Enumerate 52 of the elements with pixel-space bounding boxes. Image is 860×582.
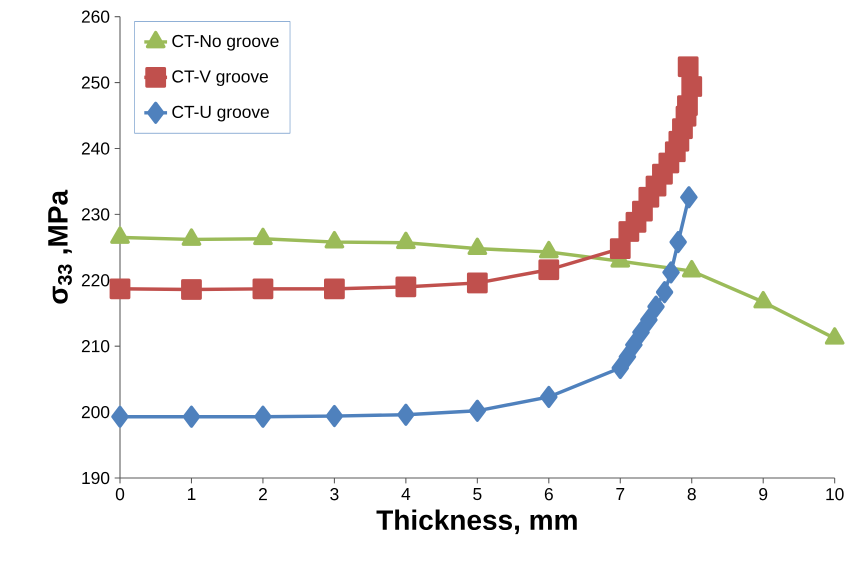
- point: [324, 278, 345, 300]
- point: [678, 56, 699, 78]
- point: [647, 296, 665, 318]
- point: [612, 356, 630, 380]
- y-tick-label: 260: [82, 10, 110, 23]
- point: [468, 400, 486, 422]
- x-tick-label: 6: [544, 488, 553, 500]
- point: [618, 346, 636, 368]
- legend-label: CT-V groove: [172, 70, 268, 86]
- x-axis-title: Thickness, mm: [376, 509, 577, 534]
- legend-label: CT-U groove: [172, 106, 269, 122]
- y-tick-label: 200: [82, 406, 110, 418]
- point: [656, 281, 674, 304]
- x-tick-label: 8: [688, 488, 696, 500]
- point: [538, 259, 560, 280]
- y-tick-label: 190: [82, 472, 110, 484]
- point: [254, 406, 272, 428]
- x-tick-label: 3: [330, 488, 338, 500]
- x-tick-label: 2: [258, 488, 267, 500]
- point: [110, 278, 130, 300]
- point: [640, 308, 658, 331]
- point: [677, 95, 698, 116]
- x-tick-label: 4: [401, 488, 410, 500]
- point: [610, 238, 631, 260]
- x-tick-label: 5: [473, 488, 482, 500]
- y-tick-label: 240: [82, 142, 110, 155]
- point: [662, 261, 680, 284]
- point: [680, 186, 698, 208]
- y-tick-label: 220: [82, 274, 110, 286]
- point: [466, 272, 488, 294]
- x-tick-label: 0: [116, 488, 124, 500]
- y-tick-label: 230: [82, 208, 110, 221]
- x-tick-label: 10: [826, 488, 844, 500]
- legend-label: CT-No groove: [172, 34, 279, 51]
- y-tick-label: 210: [82, 340, 110, 352]
- point: [395, 276, 416, 298]
- point: [681, 76, 702, 97]
- point: [669, 230, 687, 254]
- point: [182, 406, 200, 428]
- point: [326, 404, 344, 428]
- point: [252, 278, 274, 300]
- point: [397, 404, 415, 426]
- x-tick-label: 9: [759, 488, 768, 500]
- y-axis-title: σ$_{33}$ ,MPa: [48, 190, 72, 304]
- point: [632, 321, 650, 344]
- x-tick-label: 1: [188, 488, 196, 500]
- point: [540, 386, 558, 408]
- y-tick-label: 250: [82, 76, 110, 89]
- point: [181, 279, 202, 300]
- point: [111, 406, 129, 428]
- x-tick-label: 7: [616, 488, 624, 500]
- point: [625, 334, 643, 356]
